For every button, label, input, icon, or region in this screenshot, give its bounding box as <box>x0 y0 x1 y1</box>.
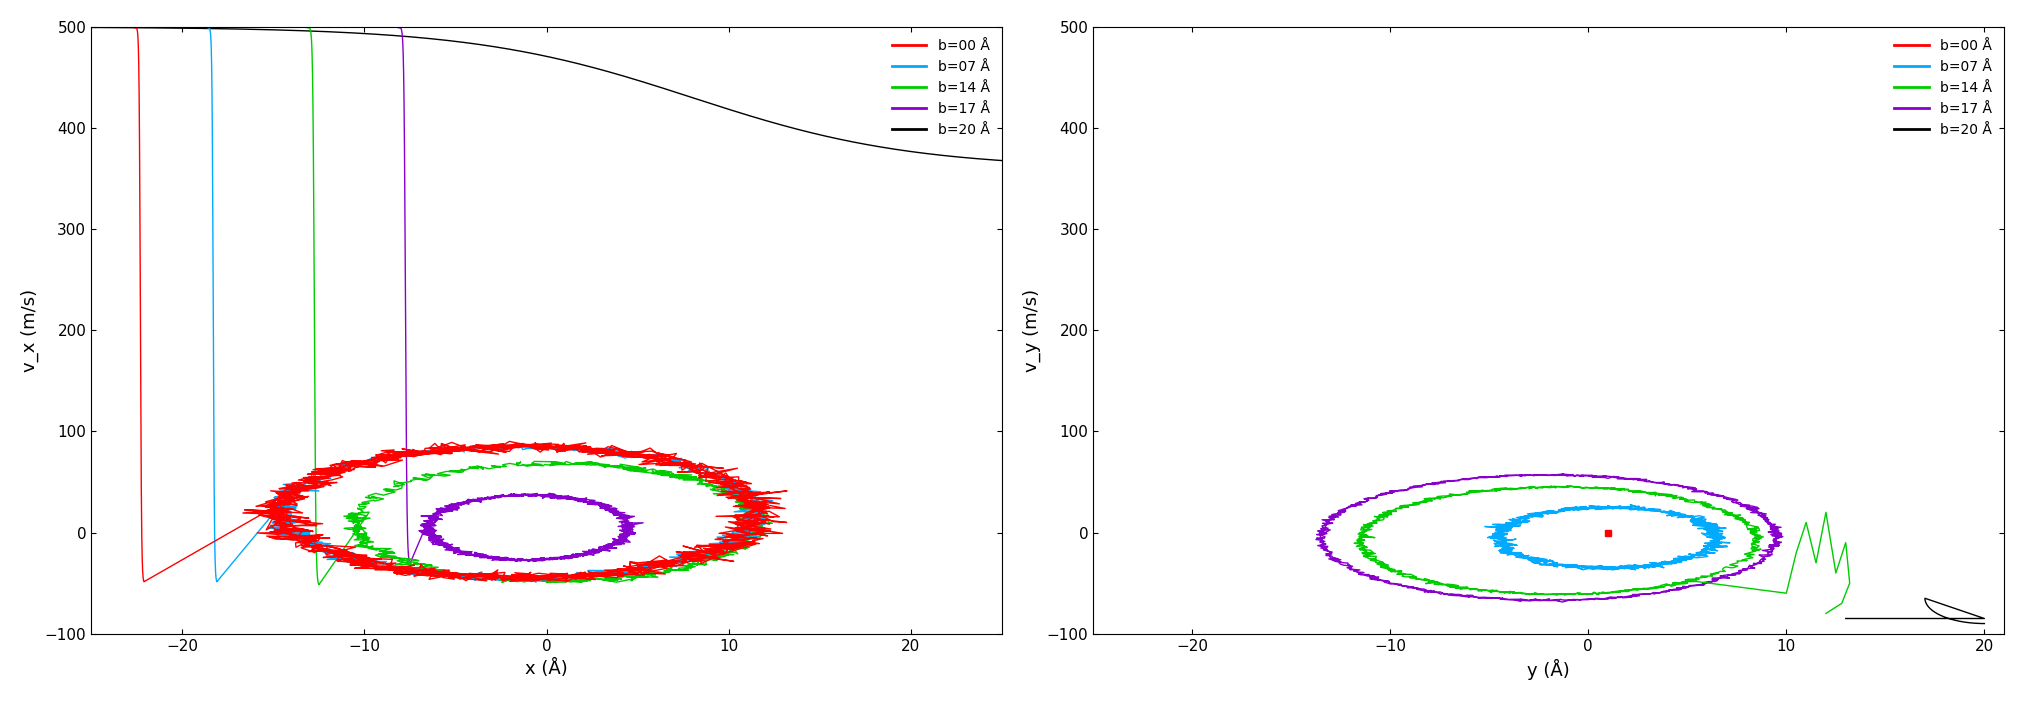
X-axis label: y (Å): y (Å) <box>1527 659 1569 680</box>
Legend: b=00 Å, b=07 Å, b=14 Å, b=17 Å, b=20 Å: b=00 Å, b=07 Å, b=14 Å, b=17 Å, b=20 Å <box>1887 34 1997 143</box>
Y-axis label: v_y (m/s): v_y (m/s) <box>1023 289 1041 372</box>
Y-axis label: v_x (m/s): v_x (m/s) <box>20 289 38 372</box>
Legend: b=00 Å, b=07 Å, b=14 Å, b=17 Å, b=20 Å: b=00 Å, b=07 Å, b=14 Å, b=17 Å, b=20 Å <box>887 34 994 143</box>
X-axis label: x (Å): x (Å) <box>524 659 567 678</box>
